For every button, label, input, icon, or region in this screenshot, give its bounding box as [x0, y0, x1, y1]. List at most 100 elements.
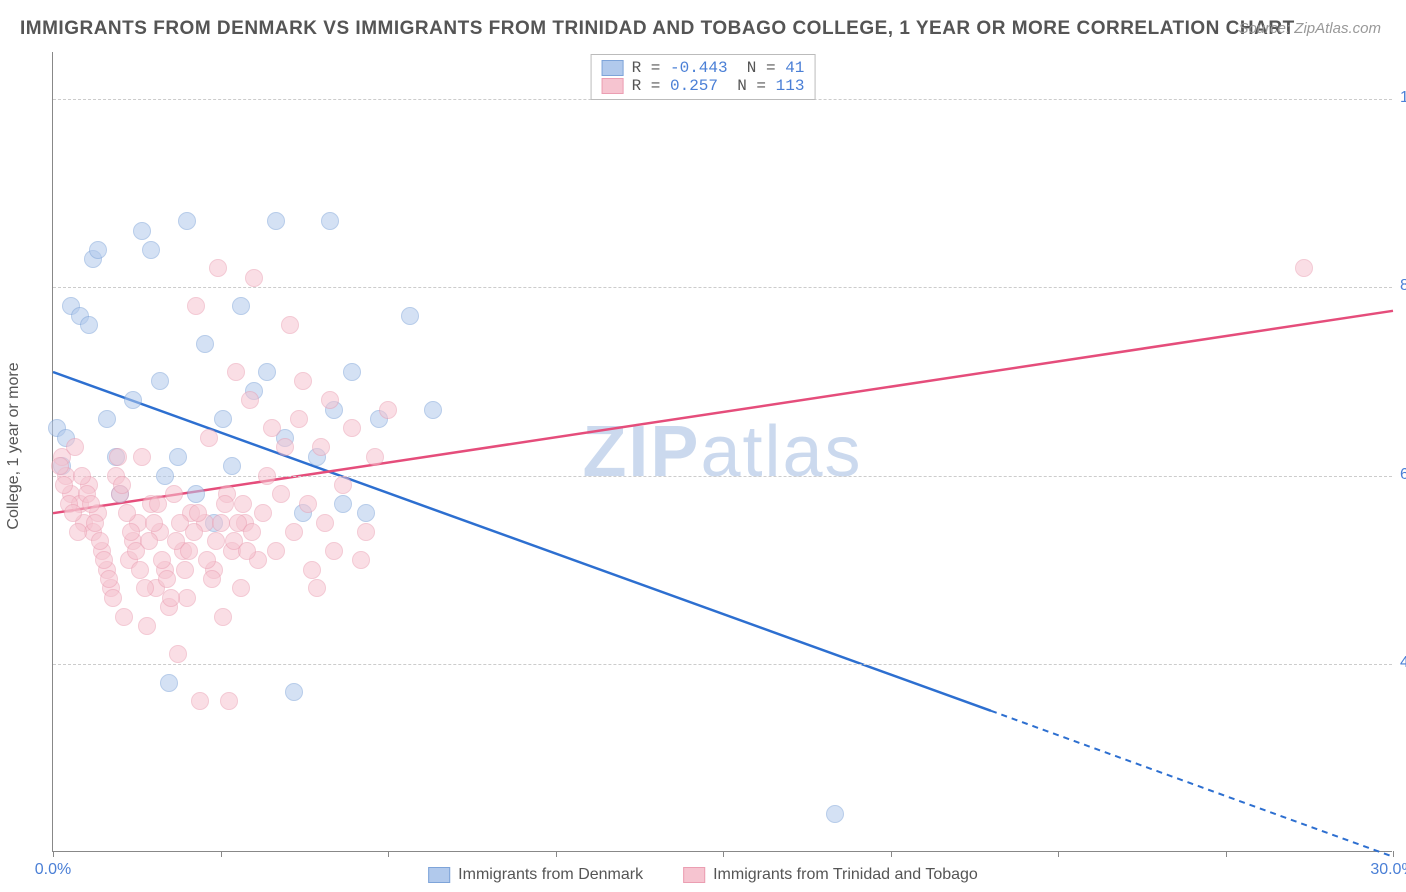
data-point [285, 683, 303, 701]
data-point [198, 551, 216, 569]
data-point [160, 674, 178, 692]
data-point [180, 542, 198, 560]
data-point [379, 401, 397, 419]
data-point [263, 419, 281, 437]
data-point [187, 297, 205, 315]
data-point [334, 495, 352, 513]
data-point [176, 561, 194, 579]
data-point [136, 579, 154, 597]
x-tick [556, 851, 557, 857]
data-point [200, 429, 218, 447]
x-tick [891, 851, 892, 857]
data-point [232, 297, 250, 315]
data-point [80, 316, 98, 334]
data-point [151, 372, 169, 390]
gridline [53, 287, 1392, 288]
legend-row: R = -0.443 N = 41 [602, 59, 805, 77]
data-point [209, 259, 227, 277]
gridline [53, 664, 1392, 665]
data-point [169, 448, 187, 466]
data-point [294, 372, 312, 390]
legend-label: Immigrants from Trinidad and Tobago [713, 866, 978, 884]
data-point [82, 495, 100, 513]
data-point [55, 476, 73, 494]
y-tick-label: 80.0% [1392, 277, 1406, 295]
data-point [133, 222, 151, 240]
legend-swatch [602, 60, 624, 76]
data-point [178, 589, 196, 607]
data-point [149, 495, 167, 513]
legend-swatch [602, 78, 624, 94]
data-point [158, 570, 176, 588]
y-tick-label: 60.0% [1392, 466, 1406, 484]
data-point [357, 504, 375, 522]
x-tick [53, 851, 54, 857]
data-point [254, 504, 272, 522]
legend-item: Immigrants from Denmark [428, 866, 643, 884]
data-point [124, 391, 142, 409]
data-point [64, 504, 82, 522]
legend-label: Immigrants from Denmark [458, 866, 643, 884]
data-point [214, 608, 232, 626]
data-point [162, 589, 180, 607]
data-point [424, 401, 442, 419]
data-point [227, 363, 245, 381]
data-point [826, 805, 844, 823]
data-point [115, 608, 133, 626]
data-point [95, 551, 113, 569]
x-tick [388, 851, 389, 857]
x-tick-label: 30.0% [1370, 861, 1406, 879]
data-point [145, 514, 163, 532]
data-point [165, 485, 183, 503]
legend-stats: R = 0.257 N = 113 [632, 77, 805, 95]
data-point [312, 438, 330, 456]
data-point [133, 448, 151, 466]
data-point [100, 570, 118, 588]
data-point [189, 504, 207, 522]
data-point [214, 410, 232, 428]
data-point [267, 212, 285, 230]
data-point [343, 363, 361, 381]
data-point [196, 335, 214, 353]
data-point [220, 692, 238, 710]
data-point [207, 532, 225, 550]
legend-swatch [428, 867, 450, 883]
data-point [113, 476, 131, 494]
data-point [281, 316, 299, 334]
data-point [272, 485, 290, 503]
legend-item: Immigrants from Trinidad and Tobago [683, 866, 978, 884]
data-point [187, 485, 205, 503]
x-tick [723, 851, 724, 857]
data-point [91, 532, 109, 550]
data-point [238, 542, 256, 560]
x-tick [1058, 851, 1059, 857]
data-point [401, 307, 419, 325]
correlation-legend: R = -0.443 N = 41R = 0.257 N = 113 [591, 54, 816, 100]
data-point [234, 495, 252, 513]
data-point [191, 692, 209, 710]
data-point [258, 467, 276, 485]
data-point [216, 495, 234, 513]
gridline [53, 476, 1392, 477]
data-point [86, 514, 104, 532]
data-point [258, 363, 276, 381]
data-point [178, 212, 196, 230]
data-point [303, 561, 321, 579]
data-point [89, 241, 107, 259]
data-point [245, 269, 263, 287]
x-tick [221, 851, 222, 857]
data-point [122, 523, 140, 541]
data-point [169, 645, 187, 663]
data-point [267, 542, 285, 560]
x-tick [1226, 851, 1227, 857]
data-point [308, 579, 326, 597]
data-point [352, 551, 370, 569]
data-point [131, 561, 149, 579]
data-point [156, 467, 174, 485]
chart-title: IMMIGRANTS FROM DENMARK VS IMMIGRANTS FR… [20, 18, 1295, 40]
data-point [357, 523, 375, 541]
data-point [73, 467, 91, 485]
x-tick [1393, 851, 1394, 857]
legend-row: R = 0.257 N = 113 [602, 77, 805, 95]
data-point [343, 419, 361, 437]
